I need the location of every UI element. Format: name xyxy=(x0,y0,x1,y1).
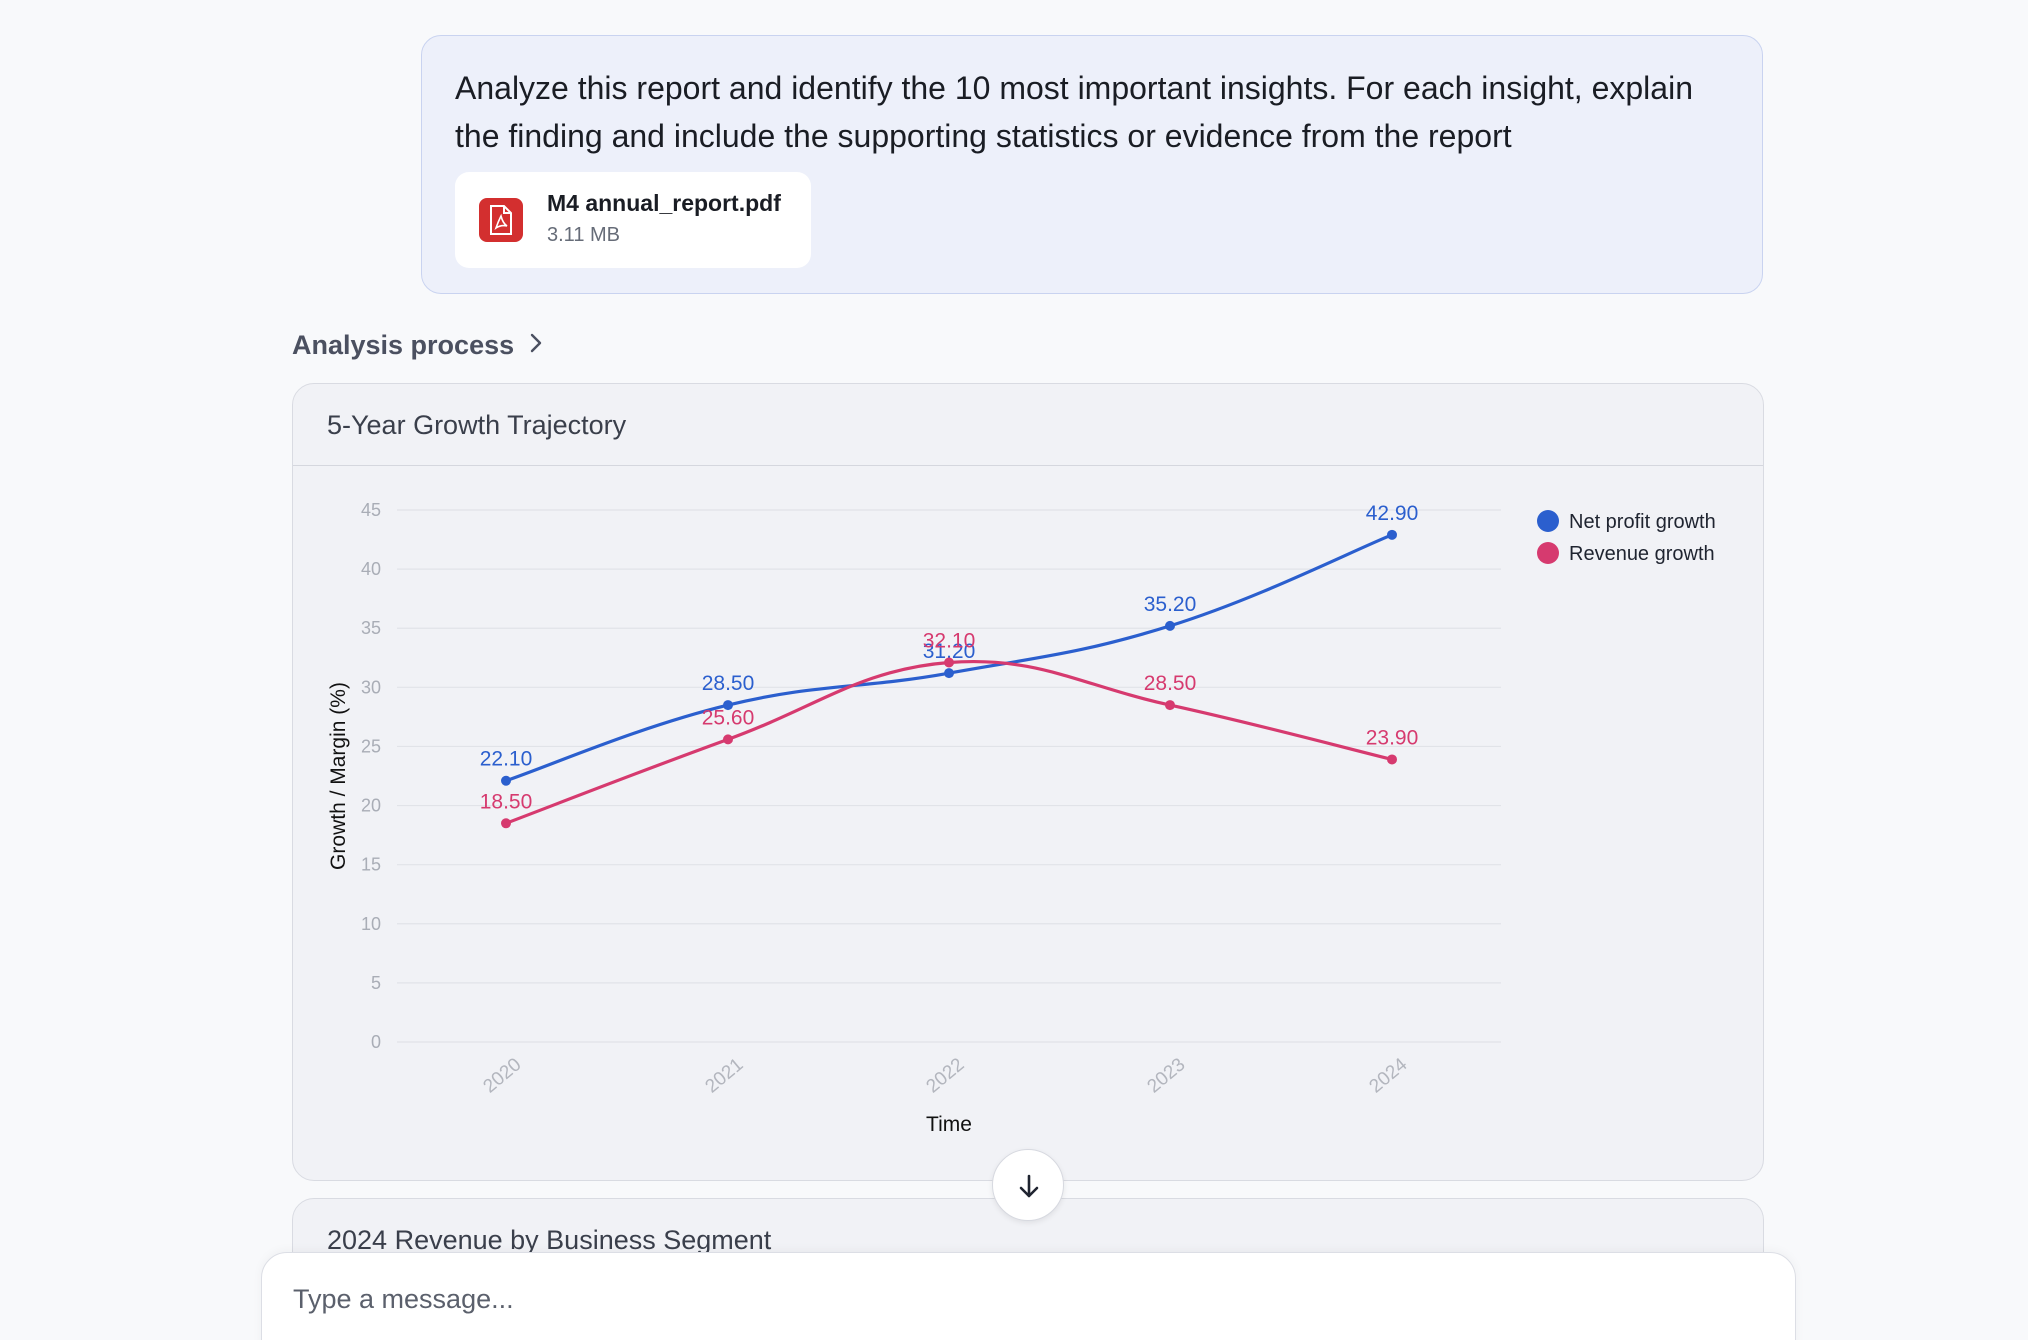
x-tick-label: 2020 xyxy=(480,1054,526,1097)
data-label: 31.20 xyxy=(923,640,976,663)
legend-marker xyxy=(1537,542,1559,564)
attachment-name: M4 annual_report.pdf xyxy=(547,190,781,216)
y-tick-label: 0 xyxy=(371,1032,381,1052)
chevron-right-icon xyxy=(528,332,544,359)
chart-title: 5-Year Growth Trajectory xyxy=(327,410,627,440)
attachment-size: 3.11 MB xyxy=(547,224,620,246)
data-label: 35.20 xyxy=(1144,593,1197,616)
y-tick-label: 15 xyxy=(361,855,381,875)
x-tick-label: 2024 xyxy=(1366,1054,1412,1098)
y-tick-label: 35 xyxy=(361,618,381,638)
arrow-down-icon xyxy=(1019,1174,1039,1198)
legend-marker xyxy=(1537,510,1559,532)
data-point xyxy=(1165,700,1175,711)
user-message-text: Analyze this report and identify the 10 … xyxy=(455,70,1693,154)
message-composer xyxy=(261,1252,1796,1340)
data-point xyxy=(1165,620,1175,631)
data-label: 18.50 xyxy=(480,790,533,813)
y-tick-label: 30 xyxy=(361,677,381,697)
y-tick-label: 10 xyxy=(361,914,381,934)
x-axis-label: Time xyxy=(926,1113,972,1136)
data-label: 23.90 xyxy=(1366,726,1419,749)
x-tick-label: 2023 xyxy=(1144,1054,1190,1097)
legend-label: Net profit growth xyxy=(1569,511,1716,533)
y-tick-label: 5 xyxy=(371,973,381,993)
y-tick-label: 20 xyxy=(361,796,381,816)
data-point xyxy=(944,657,954,668)
series-line-revenue xyxy=(505,659,1393,825)
y-axis-label: Growth / Margin (%) xyxy=(327,682,350,870)
data-point xyxy=(1387,529,1397,540)
analysis-process-label: Analysis process xyxy=(292,330,515,360)
data-label: 22.10 xyxy=(480,748,533,771)
data-point xyxy=(944,668,954,679)
data-point xyxy=(723,734,733,745)
chart-header: 5-Year Growth Trajectory xyxy=(293,384,1763,466)
data-label: 32.10 xyxy=(923,630,976,653)
x-tick-label: 2022 xyxy=(923,1054,969,1097)
scroll-down-button[interactable] xyxy=(992,1149,1064,1221)
data-point xyxy=(501,775,511,786)
chart-card-growth: 5-Year Growth Trajectory 0 5 10 15 20 25 30 35 4… xyxy=(292,383,1764,1181)
data-point xyxy=(1387,754,1397,765)
chart-title-segments: 2024 Revenue by Business Segment xyxy=(327,1225,772,1255)
x-tick-label: 2021 xyxy=(702,1054,748,1097)
message-input[interactable] xyxy=(293,1277,1693,1321)
data-label: 25.60 xyxy=(702,706,755,729)
analysis-process-toggle[interactable]: Analysis process xyxy=(292,330,544,361)
y-tick-label: 25 xyxy=(361,736,381,756)
user-message-bubble: Analyze this report and identify the 10 … xyxy=(421,35,1763,294)
data-point xyxy=(501,818,511,829)
attachment-card[interactable]: M4 annual_report.pdf 3.11 MB xyxy=(455,172,811,268)
legend-label: Revenue growth xyxy=(1569,543,1715,565)
data-label: 28.50 xyxy=(1144,672,1197,695)
y-tick-label: 45 xyxy=(361,500,381,520)
growth-line-chart: 0 5 10 15 20 25 30 35 40 45 2020 2021 2022 2023 2024 Ti… xyxy=(327,500,1716,1136)
data-label: 28.50 xyxy=(702,672,755,695)
data-point xyxy=(723,700,733,711)
data-label: 42.90 xyxy=(1366,502,1419,525)
pdf-file-icon xyxy=(479,198,523,242)
y-tick-label: 40 xyxy=(361,559,381,579)
